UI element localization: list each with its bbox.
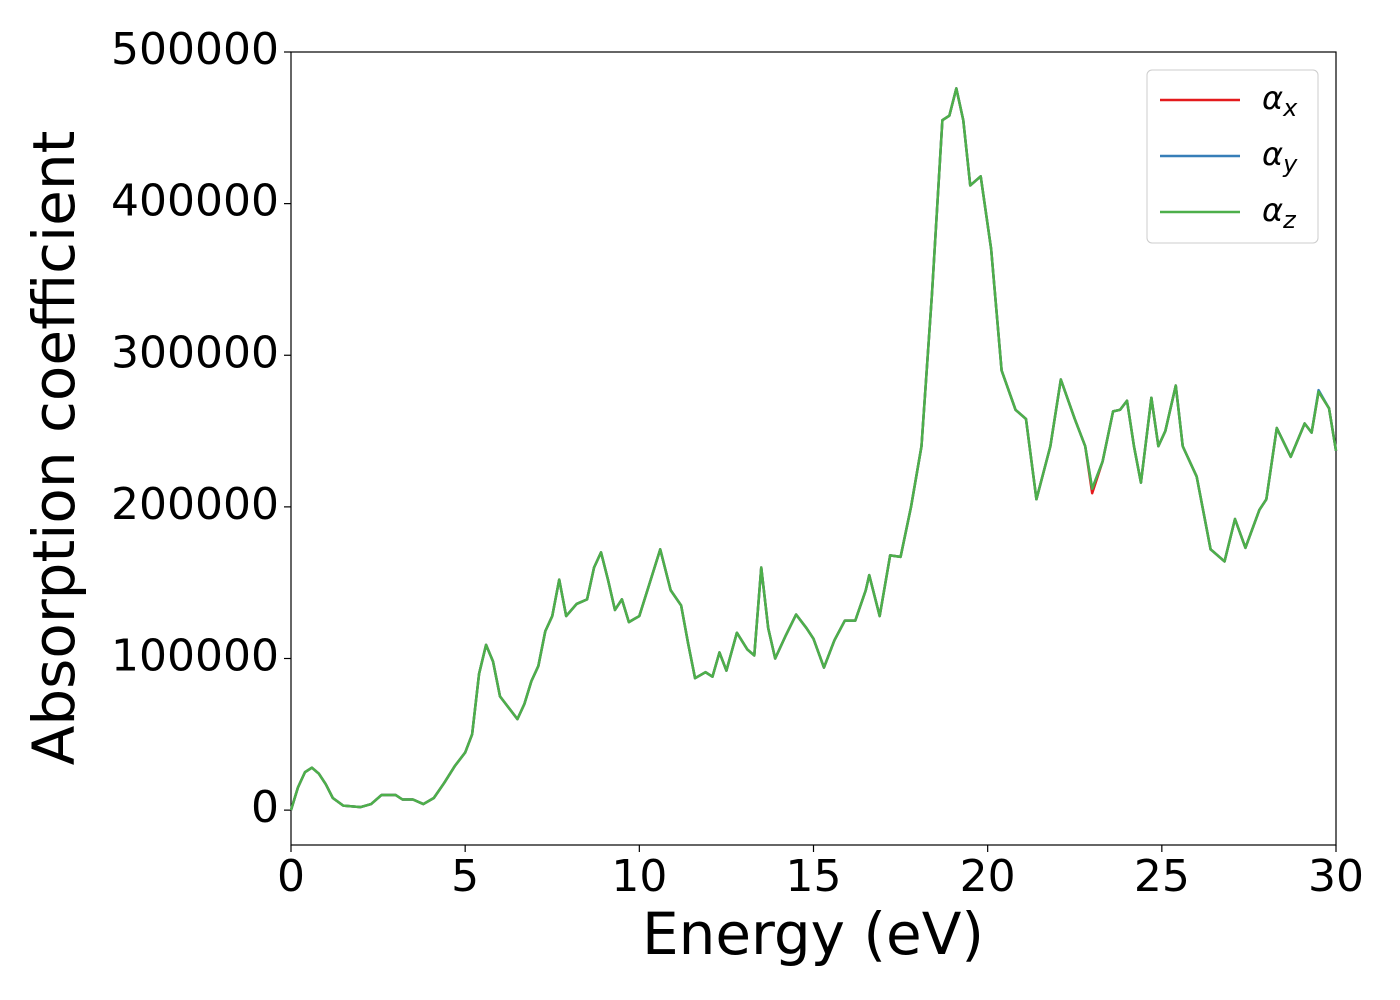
legend-label: αy	[1262, 135, 1298, 178]
x-axis-label: Energy (eV)	[642, 900, 984, 968]
x-tick-label: 30	[1308, 851, 1364, 902]
legend-label: αz	[1262, 191, 1297, 234]
y-tick-label: 300000	[111, 327, 279, 378]
y-tick-label: 100000	[111, 631, 279, 682]
y-axis-label: Absorption coefficient	[20, 131, 88, 766]
legend-label: αx	[1262, 79, 1298, 122]
x-tick-label: 20	[960, 851, 1016, 902]
y-tick-label: 200000	[111, 479, 279, 530]
x-tick-label: 10	[611, 851, 667, 902]
x-tick-label: 25	[1134, 851, 1190, 902]
x-tick-label: 15	[786, 851, 842, 902]
x-tick-label: 5	[451, 851, 479, 902]
line-series	[289, 87, 1338, 811]
y-tick-label: 500000	[111, 24, 279, 75]
x-tick-label: 0	[277, 851, 305, 902]
y-tick-label: 400000	[111, 176, 279, 227]
y-tick-label: 0	[251, 782, 279, 833]
